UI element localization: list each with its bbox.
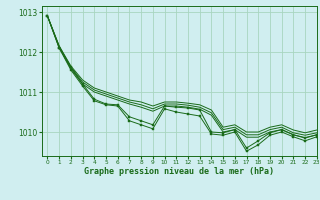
X-axis label: Graphe pression niveau de la mer (hPa): Graphe pression niveau de la mer (hPa) bbox=[84, 167, 274, 176]
